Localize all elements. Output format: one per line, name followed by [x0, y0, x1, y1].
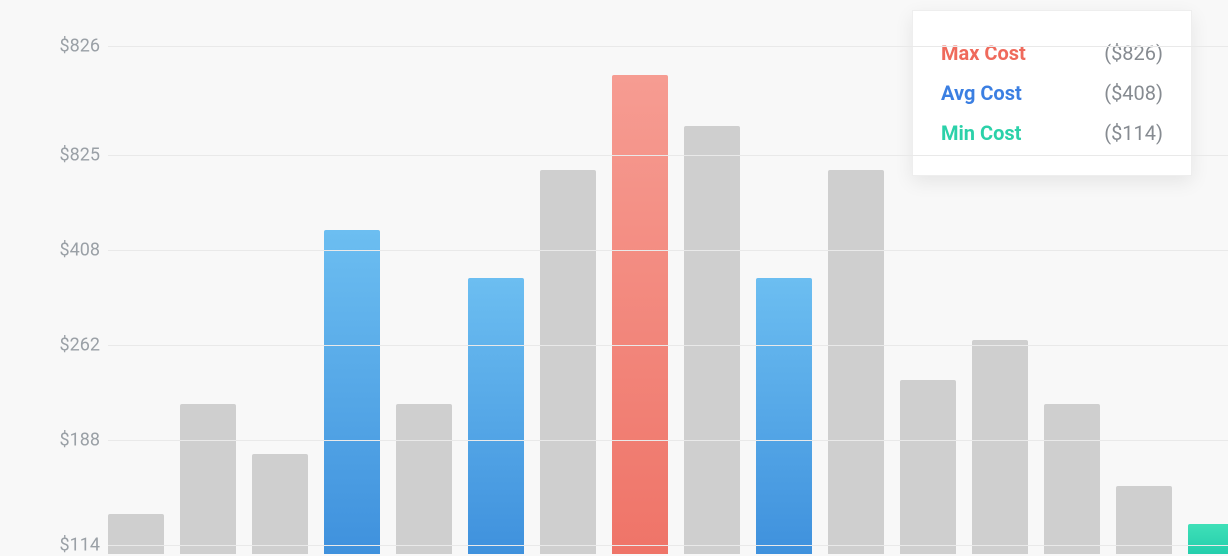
bar	[396, 404, 452, 554]
legend-row-avg: Avg Cost ($408)	[941, 73, 1163, 113]
bar	[540, 170, 596, 554]
legend-value-avg: ($408)	[1104, 81, 1163, 105]
bar	[180, 404, 236, 554]
gridline	[108, 46, 1228, 47]
bar	[900, 380, 956, 554]
bar	[828, 170, 884, 554]
bar	[612, 75, 668, 554]
bar	[252, 454, 308, 554]
bar	[756, 278, 812, 554]
legend-row-max: Max Cost ($826)	[941, 33, 1163, 73]
bar	[468, 278, 524, 554]
cost-bar-chart: $826 $825 $408 $262 $188 $114 Max Cost ($826)…	[0, 0, 1228, 554]
gridline	[108, 545, 1228, 546]
y-axis: $826 $825 $408 $262 $188 $114	[0, 0, 108, 554]
legend-value-max: ($826)	[1104, 41, 1163, 65]
gridline	[108, 250, 1228, 251]
legend-panel: Max Cost ($826) Avg Cost ($408) Min Cost…	[912, 10, 1192, 176]
y-tick-label: $826	[60, 36, 100, 57]
y-tick-label: $188	[60, 430, 100, 451]
legend-label-min: Min Cost	[941, 121, 1021, 145]
gridline	[108, 345, 1228, 346]
legend-row-min: Min Cost ($114)	[941, 113, 1163, 153]
gridline	[108, 155, 1228, 156]
y-tick-label: $408	[60, 240, 100, 261]
bar	[324, 230, 380, 554]
y-tick-label: $825	[60, 145, 100, 166]
bar	[108, 514, 164, 554]
legend-label-avg: Avg Cost	[941, 81, 1022, 105]
bar	[1116, 486, 1172, 554]
gridline	[108, 440, 1228, 441]
bar	[684, 126, 740, 554]
bar	[1188, 524, 1228, 554]
y-tick-label: $262	[60, 335, 100, 356]
bar	[972, 340, 1028, 554]
legend-label-max: Max Cost	[941, 41, 1026, 65]
y-tick-label: $114	[60, 535, 100, 556]
bar	[1044, 404, 1100, 554]
legend-value-min: ($114)	[1104, 121, 1163, 145]
